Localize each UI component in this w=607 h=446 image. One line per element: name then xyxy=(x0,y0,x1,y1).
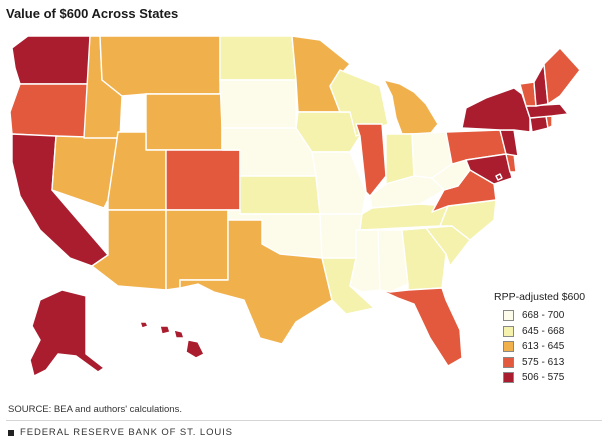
footer-text: FEDERAL RESERVE BANK OF ST. LOUIS xyxy=(20,427,233,438)
state-wa xyxy=(11,35,91,85)
state-mt xyxy=(99,35,221,97)
state-fl xyxy=(379,287,463,367)
state-wi xyxy=(329,69,389,137)
state-wy xyxy=(145,93,223,151)
footer: FEDERAL RESERVE BANK OF ST. LOUIS xyxy=(8,427,233,438)
map-title: Value of $600 Across States xyxy=(6,6,179,21)
state-tx xyxy=(179,219,333,345)
legend-swatch xyxy=(503,341,514,353)
state-co xyxy=(165,149,241,211)
state-ma xyxy=(525,103,569,119)
state-nd xyxy=(219,35,297,81)
state-hi-islands-2 xyxy=(173,329,185,339)
state-hi-islands-1 xyxy=(159,325,171,335)
legend-swatch xyxy=(503,310,514,322)
source-note: SOURCE: BEA and authors' calculations. xyxy=(8,404,182,415)
map-legend: RPP-adjusted $600 668 - 700 645 - 668 61… xyxy=(494,291,604,386)
legend-swatch xyxy=(503,356,514,368)
state-or xyxy=(9,83,91,139)
legend-swatch xyxy=(503,372,514,384)
legend-item: 668 - 700 xyxy=(494,308,604,324)
state-sd xyxy=(219,79,297,129)
legend-label: 575 - 613 xyxy=(522,356,565,368)
state-nm xyxy=(165,209,229,291)
legend-item: 613 - 645 xyxy=(494,339,604,355)
state-mi xyxy=(383,79,439,135)
state-hi xyxy=(185,339,205,359)
state-al xyxy=(377,229,409,293)
legend-item: 645 - 668 xyxy=(494,324,604,340)
legend-title: RPP-adjusted $600 xyxy=(494,291,586,303)
state-ak xyxy=(29,289,105,377)
legend-label: 668 - 700 xyxy=(522,310,565,322)
legend-label: 506 - 575 xyxy=(522,372,565,384)
state-dc xyxy=(495,173,503,181)
state-hi-islands-3 xyxy=(139,321,149,329)
state-mo xyxy=(311,151,367,215)
state-ny xyxy=(461,87,531,133)
state-me xyxy=(543,47,581,105)
legend-swatch xyxy=(503,325,514,337)
legend-label: 613 - 645 xyxy=(522,341,565,353)
square-bullet-icon xyxy=(8,429,14,436)
state-ks xyxy=(239,175,321,215)
legend-item: 575 - 613 xyxy=(494,355,604,371)
legend-item: 506 - 575 xyxy=(494,370,604,386)
legend-label: 645 - 668 xyxy=(522,325,565,337)
footer-divider xyxy=(6,420,602,421)
